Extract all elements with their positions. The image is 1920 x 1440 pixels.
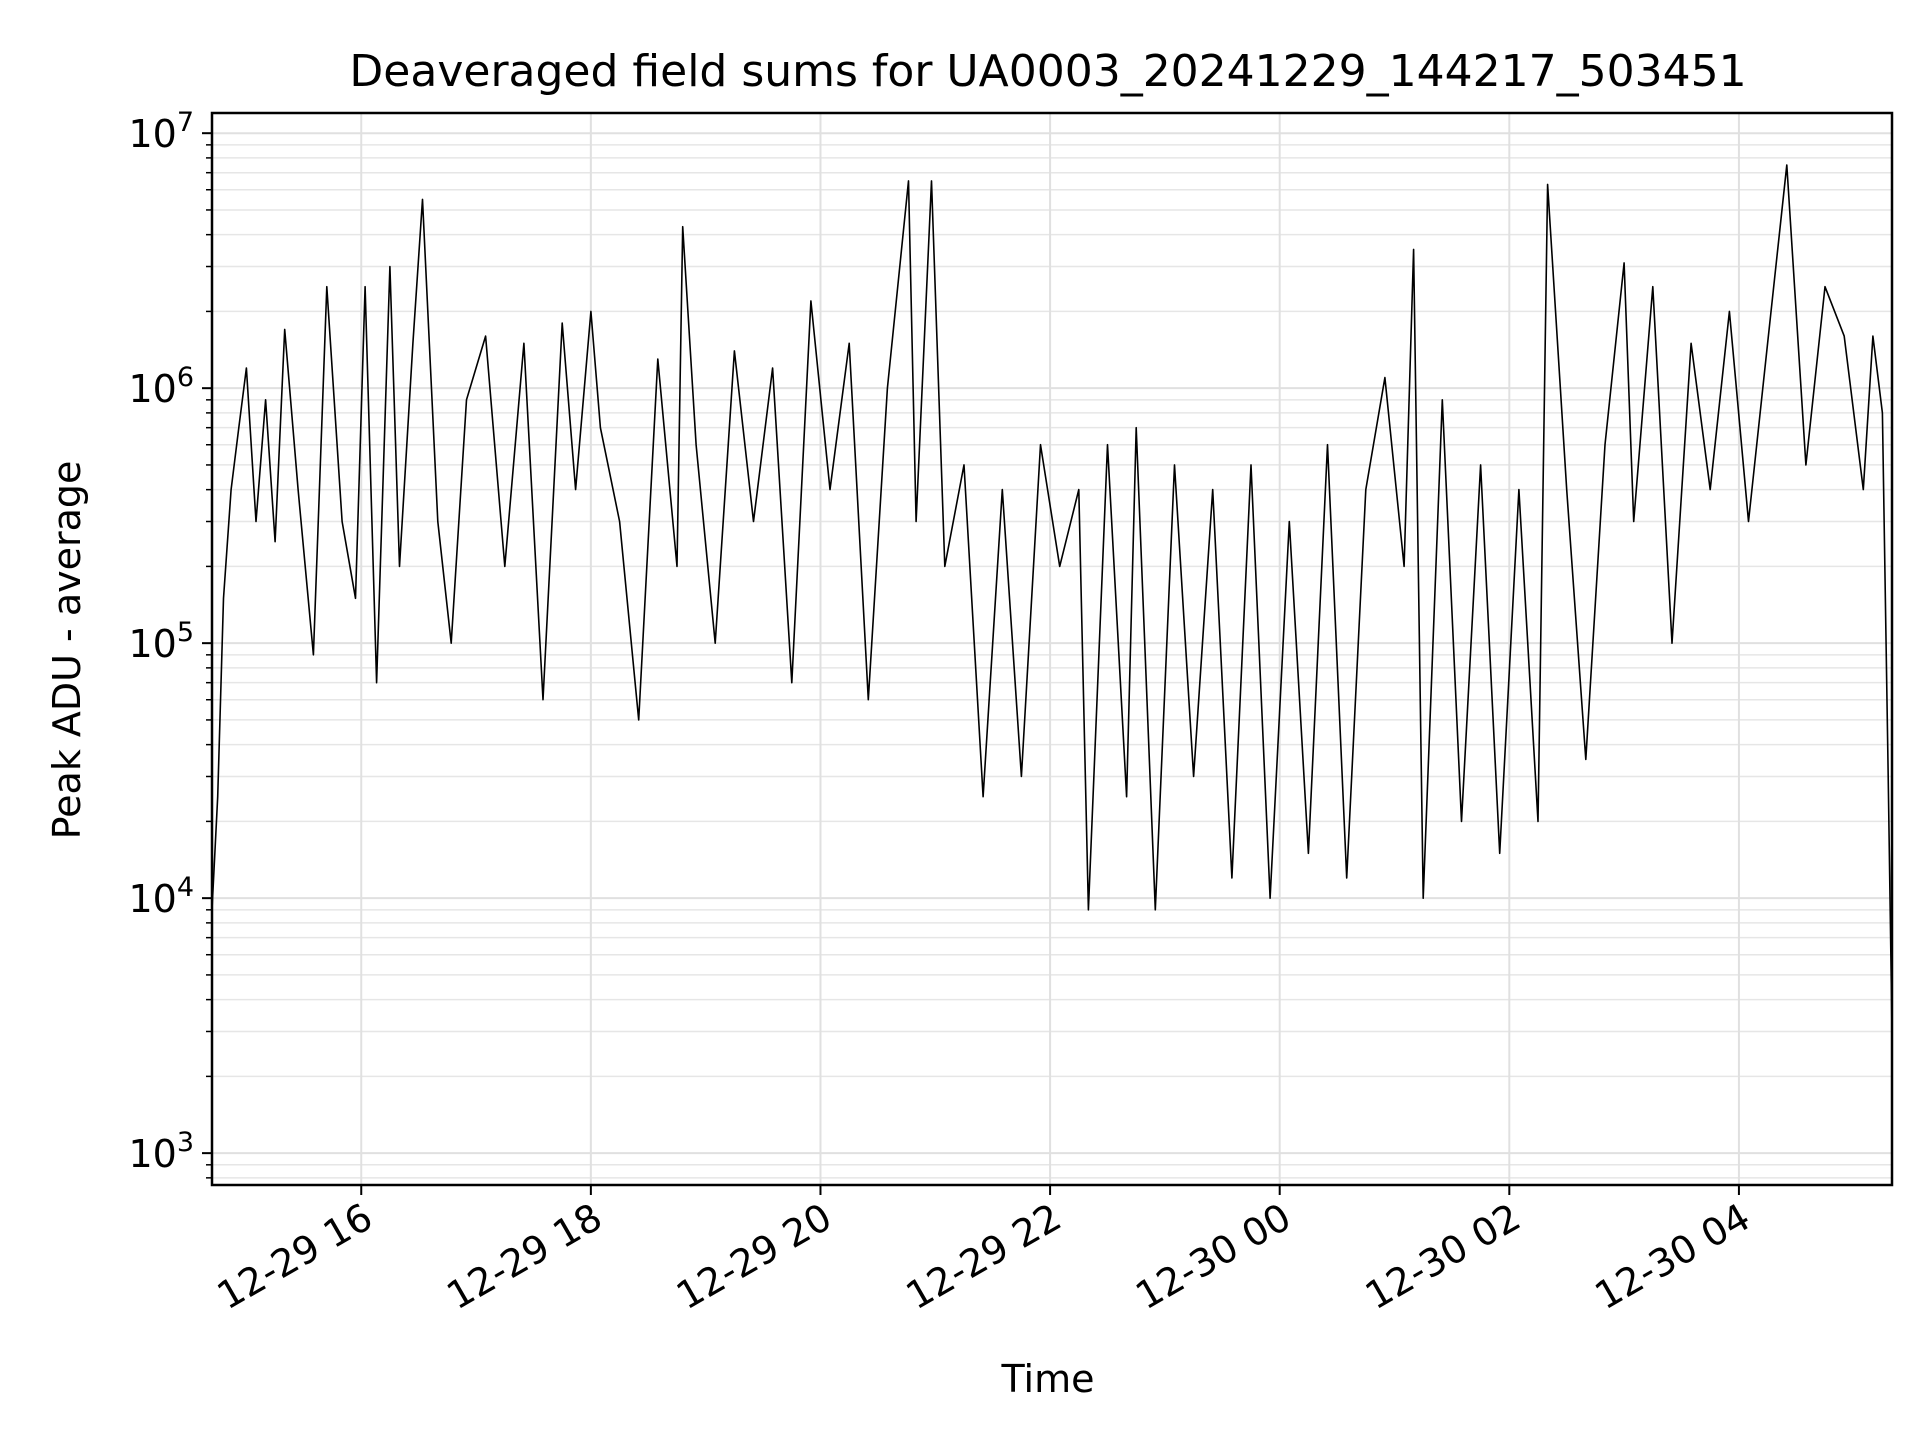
y-tick-label: 106 xyxy=(128,362,194,411)
x-axis-label: Time xyxy=(1001,1357,1095,1401)
y-tick-label: 103 xyxy=(128,1127,194,1176)
x-tick-label: 12-29 22 xyxy=(899,1195,1069,1319)
y-axis-label: Peak ADU - average xyxy=(45,461,89,840)
plot-area xyxy=(211,164,1893,1032)
y-tick-label: 105 xyxy=(128,617,194,666)
x-tick-label: 12-30 02 xyxy=(1358,1195,1528,1319)
chart-title: Deaveraged field sums for UA0003_2024122… xyxy=(349,46,1746,97)
grid xyxy=(212,113,1892,1185)
series-line xyxy=(211,164,1893,1032)
y-tick-label: 104 xyxy=(128,872,194,921)
x-tick-label: 12-30 00 xyxy=(1128,1195,1298,1319)
x-tick-label: 12-29 16 xyxy=(210,1195,380,1319)
y-tick-label: 107 xyxy=(128,107,194,156)
x-tick-label: 12-30 04 xyxy=(1587,1195,1757,1319)
x-tick-label: 12-29 20 xyxy=(669,1195,839,1319)
plot-frame xyxy=(210,111,1894,1187)
y-axis: 103 104 105 106 107 xyxy=(128,107,212,1179)
x-tick-label: 12-29 18 xyxy=(439,1195,609,1319)
x-axis: 12-29 16 12-29 18 12-29 20 12-29 22 12-30 00… xyxy=(210,1185,1757,1319)
